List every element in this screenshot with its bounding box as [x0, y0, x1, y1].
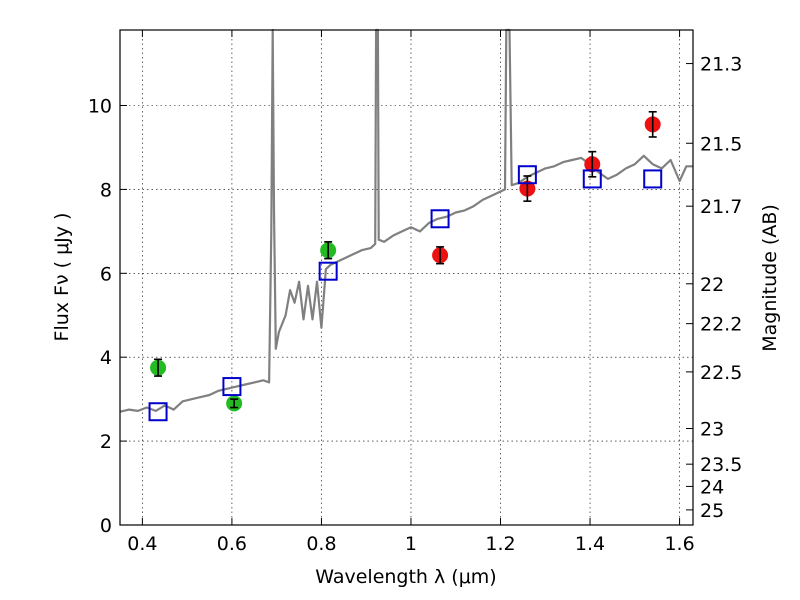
model-square-marker [582, 169, 602, 189]
x-axis: 0.4 0.6 0.8 1 1.2 1.4 1.6 [127, 30, 695, 555]
x-tick-label: 1 [405, 533, 417, 555]
y-axis: 0 2 4 6 8 10 [88, 96, 127, 537]
x-tick-label: 0.4 [127, 533, 157, 555]
right-axis-label: Magnitude (AB) [759, 204, 781, 352]
model-square-marker [148, 402, 168, 422]
x-tick-label: 1.6 [664, 533, 694, 555]
plot-frame [119, 29, 694, 526]
y-tick-label: 10 [88, 96, 112, 118]
x-tick-label: 1.4 [575, 533, 605, 555]
right-tick-label: 25 [700, 500, 724, 522]
right-tick-label: 21.7 [700, 196, 742, 218]
model-square-marker [517, 165, 537, 185]
model-square-marker [222, 377, 242, 397]
y-tick-label: 8 [100, 179, 112, 201]
y-tick-label: 2 [100, 431, 112, 453]
x-tick-label: 0.8 [306, 533, 336, 555]
right-tick-label: 23 [700, 419, 724, 441]
right-tick-label: 22.2 [700, 314, 742, 336]
right-tick-label: 21.3 [700, 54, 742, 76]
right-tick-label: 22 [700, 274, 724, 296]
x-tick-label: 1.2 [485, 533, 515, 555]
x-tick-label: 0.6 [217, 533, 247, 555]
right-tick-label: 24 [700, 476, 724, 498]
right-tick-label: 22.5 [700, 362, 742, 384]
model-square-marker [430, 209, 450, 229]
right-tick-label: 21.5 [700, 133, 742, 155]
model-square-marker [318, 261, 338, 281]
y-tick-label: 4 [100, 347, 112, 369]
y-axis-label: Flux Fν ( μJy ) [51, 213, 73, 342]
model-square-marker [643, 169, 663, 189]
right-tick-label: 23.5 [700, 454, 742, 476]
y-tick-label: 6 [100, 263, 112, 285]
plot-background [120, 30, 693, 525]
x-axis-label: Wavelength λ (μm) [315, 566, 496, 588]
data-markers [148, 111, 663, 422]
y-tick-label: 0 [100, 515, 112, 537]
